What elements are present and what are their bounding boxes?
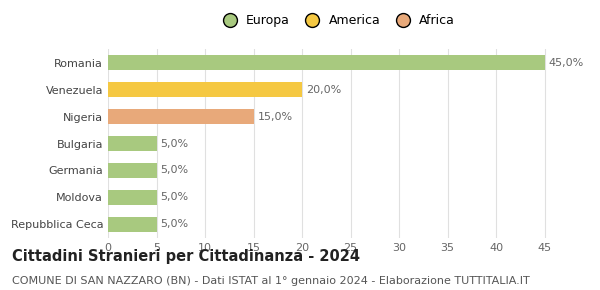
Text: 45,0%: 45,0% xyxy=(548,58,584,68)
Text: Cittadini Stranieri per Cittadinanza - 2024: Cittadini Stranieri per Cittadinanza - 2… xyxy=(12,249,360,264)
Bar xyxy=(108,163,157,178)
Text: 5,0%: 5,0% xyxy=(160,139,188,148)
Bar xyxy=(108,190,157,205)
Bar xyxy=(108,217,157,232)
Bar xyxy=(108,109,254,124)
Text: 5,0%: 5,0% xyxy=(160,219,188,229)
Text: 5,0%: 5,0% xyxy=(160,166,188,175)
Bar xyxy=(108,82,302,97)
Bar xyxy=(108,55,545,70)
Text: 15,0%: 15,0% xyxy=(257,112,293,122)
Legend: Europa, America, Africa: Europa, America, Africa xyxy=(212,9,460,32)
Text: COMUNE DI SAN NAZZARO (BN) - Dati ISTAT al 1° gennaio 2024 - Elaborazione TUTTIT: COMUNE DI SAN NAZZARO (BN) - Dati ISTAT … xyxy=(12,276,530,285)
Bar xyxy=(108,136,157,151)
Text: 5,0%: 5,0% xyxy=(160,192,188,202)
Text: 20,0%: 20,0% xyxy=(306,85,341,95)
